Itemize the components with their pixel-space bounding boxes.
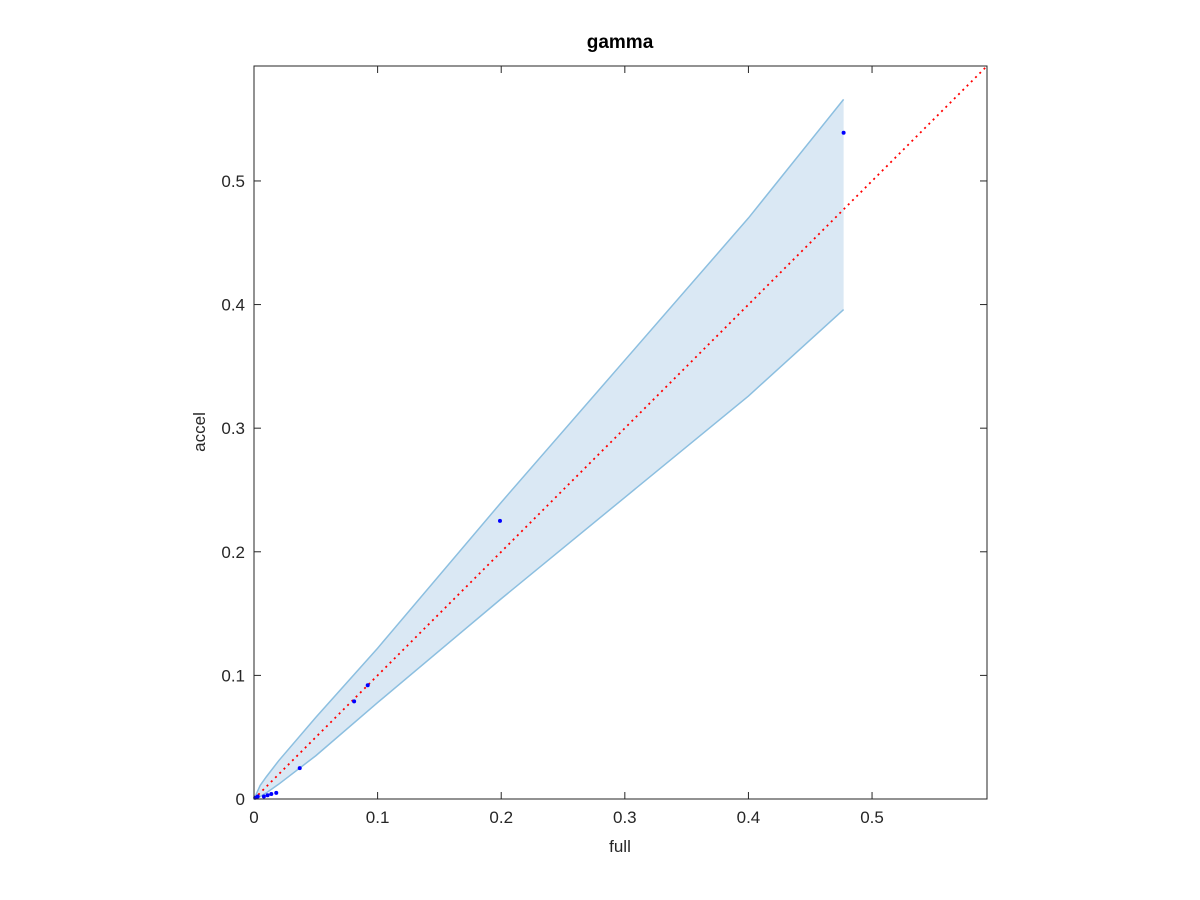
point — [274, 790, 279, 795]
point — [497, 518, 502, 523]
y-tick-label: 0.4 — [221, 296, 245, 315]
x-tick-label: 0 — [249, 808, 258, 827]
point — [841, 130, 846, 135]
point — [261, 794, 266, 799]
point — [297, 766, 302, 771]
x-tick-label: 0.5 — [860, 808, 884, 827]
point — [265, 793, 270, 798]
axes-box — [253, 65, 988, 800]
y-axis-label: accel — [190, 412, 209, 452]
y-tick-label: 0.5 — [221, 172, 245, 191]
band-upper-line — [253, 98, 845, 800]
x-tick-label: 0.4 — [737, 808, 761, 827]
point — [352, 699, 357, 704]
y-tick-label: 0.3 — [221, 419, 245, 438]
chart-title: gamma — [587, 32, 654, 53]
point — [269, 792, 274, 797]
y-tick-label: 0.2 — [221, 543, 245, 562]
x-tick-label: 0.1 — [366, 808, 390, 827]
y-tick-label: 0 — [236, 790, 245, 809]
y-tick-label: 0.1 — [221, 666, 245, 685]
x-tick-label: 0.3 — [613, 808, 637, 827]
band-fill — [254, 99, 844, 799]
point — [365, 683, 370, 688]
x-axis-label: full — [609, 837, 631, 856]
point — [255, 794, 260, 799]
x-tick-label: 0.2 — [489, 808, 513, 827]
